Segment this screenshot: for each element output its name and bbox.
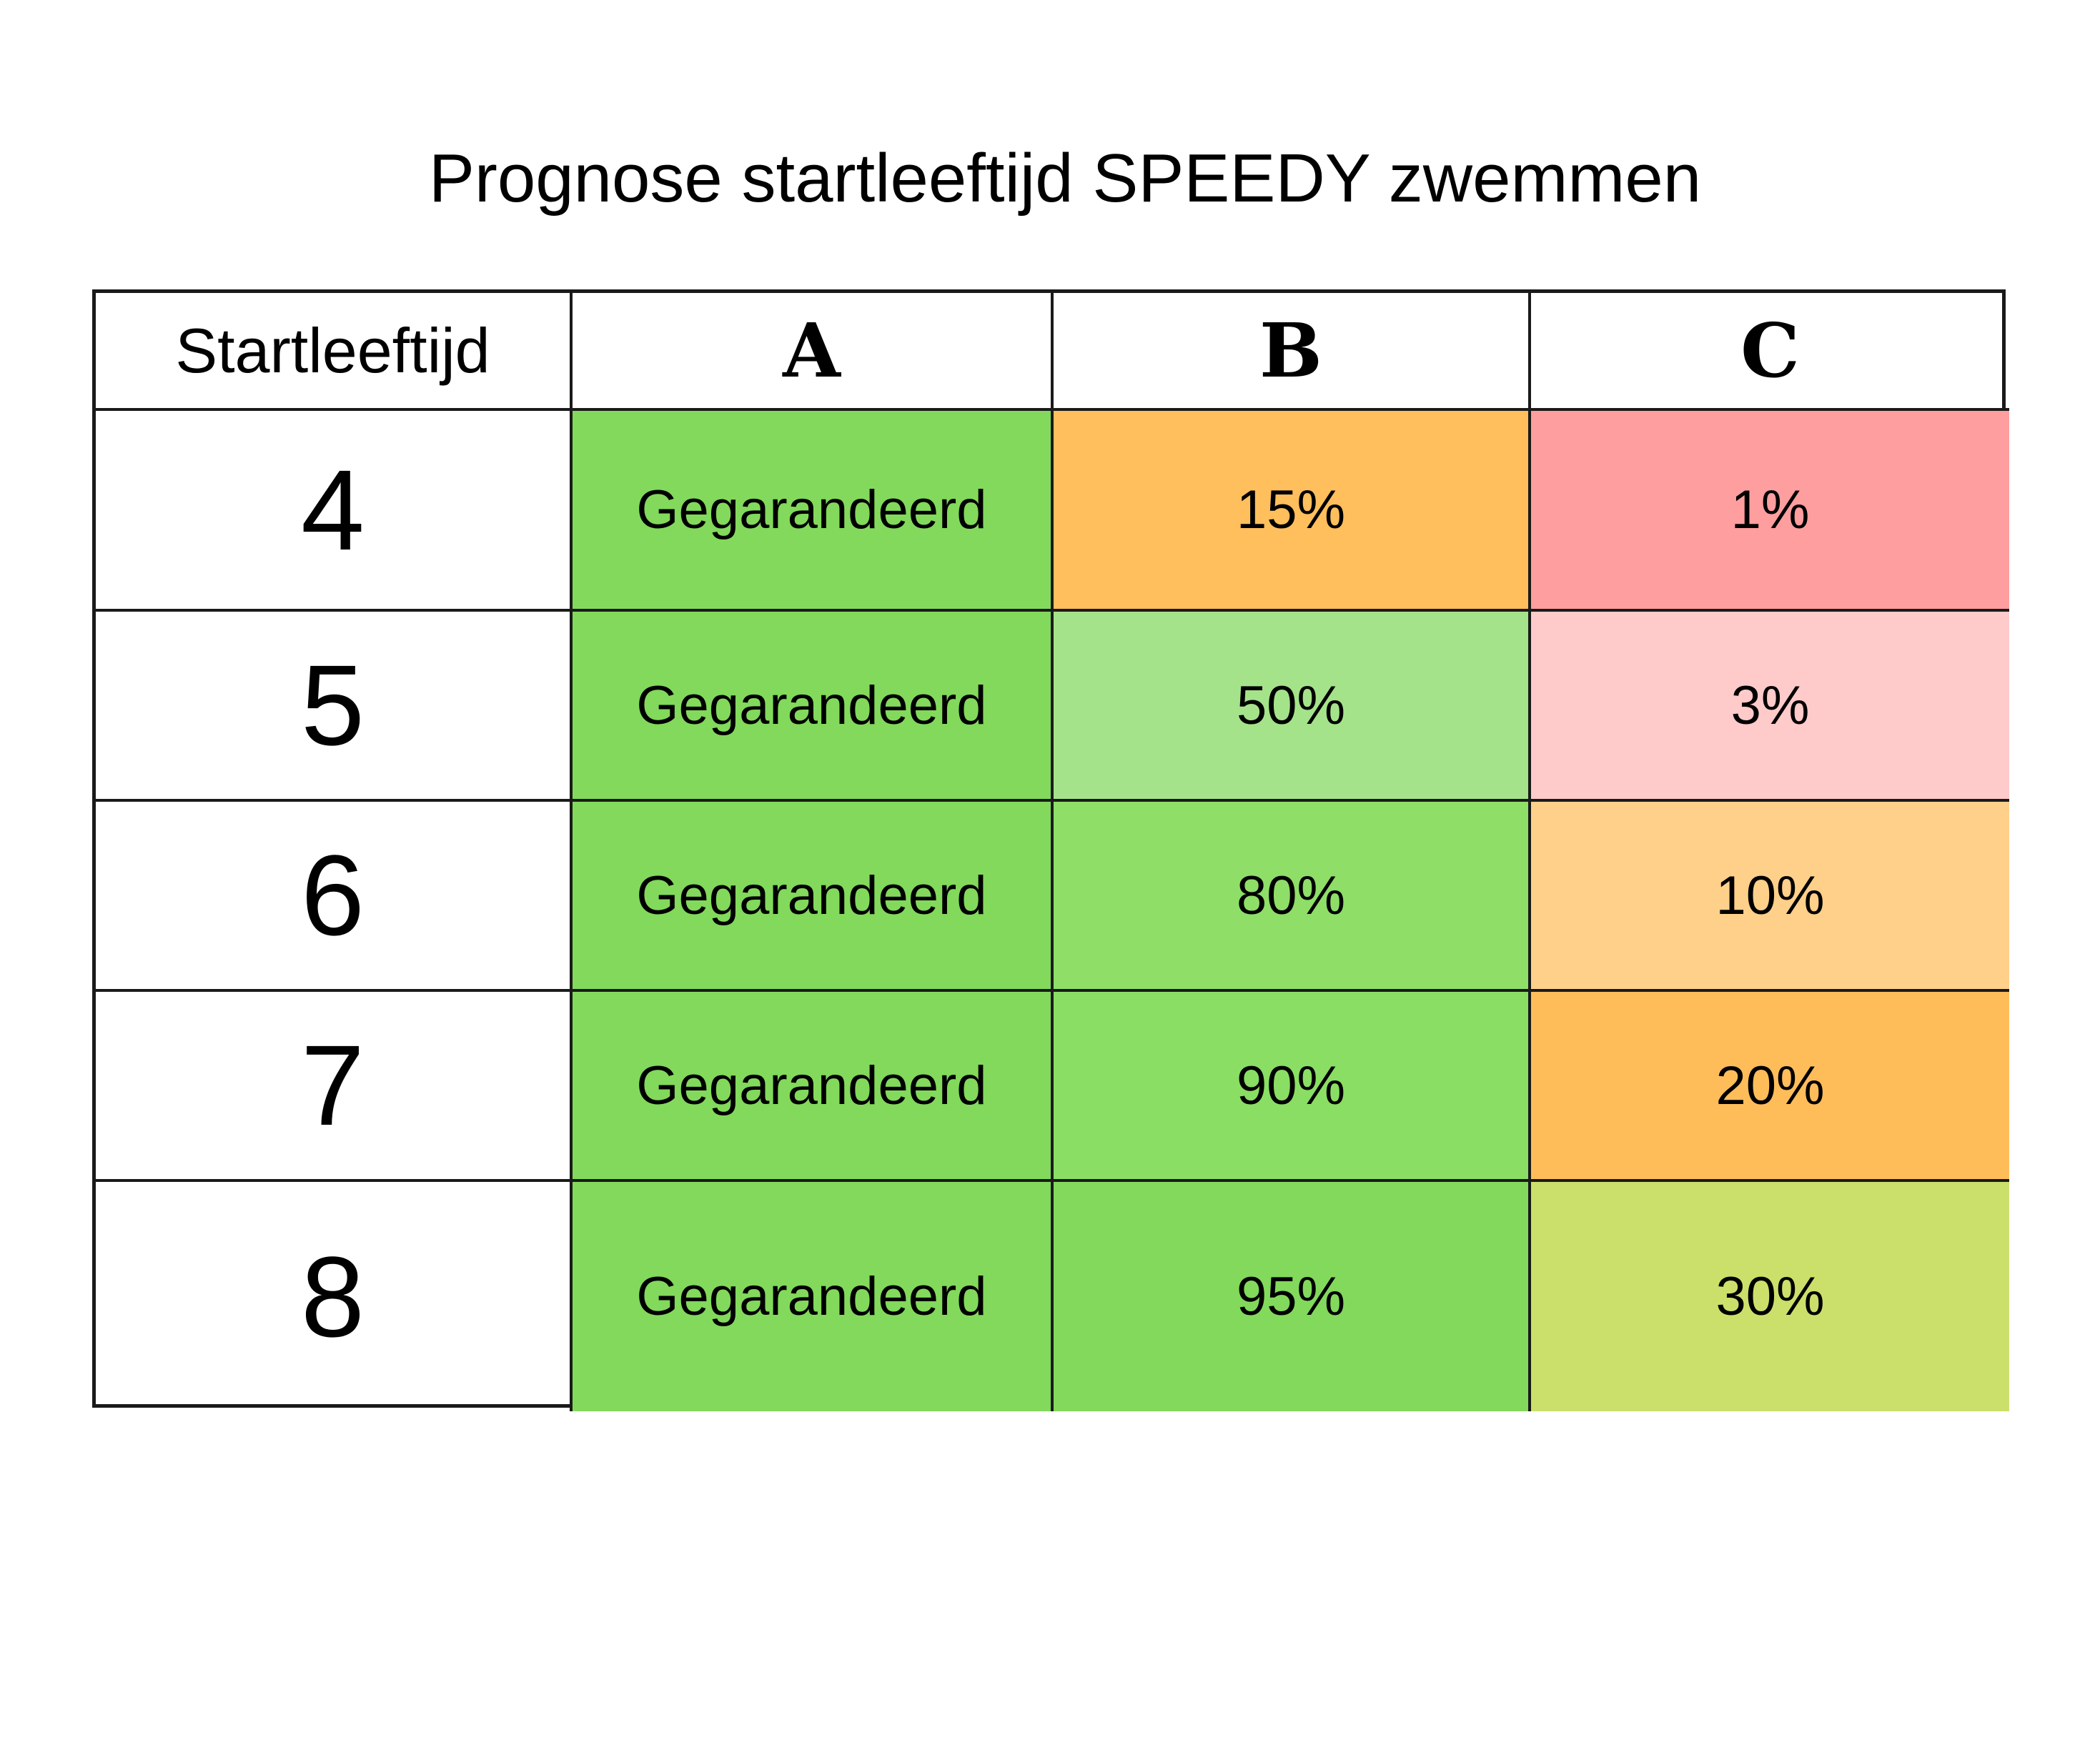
row-7-cell-c: 20%	[1531, 992, 2009, 1182]
page-title: Prognose startleeftijd SPEEDY zwemmen	[428, 140, 1702, 217]
row-4-cell-a: Gegarandeerd	[573, 411, 1054, 612]
row-6-value-c: 10%	[1715, 865, 1825, 926]
row-4-age-cell: 4	[96, 411, 573, 612]
row-4-value-c: 1%	[1730, 479, 1810, 540]
header-column-b: B	[1054, 293, 1531, 411]
row-4-age: 4	[301, 445, 365, 574]
header-column-b-label: B	[1259, 307, 1322, 394]
row-4-value-a: Gegarandeerd	[636, 479, 987, 540]
row-5-value-a: Gegarandeerd	[636, 675, 987, 736]
row-8-value-b: 95%	[1236, 1266, 1346, 1327]
row-5-age: 5	[301, 641, 365, 769]
header-column-c-label: C	[1740, 307, 1800, 394]
header-startleeftijd: Startleeftijd	[96, 293, 573, 411]
row-8-value-c: 30%	[1715, 1266, 1825, 1327]
row-7-value-c: 20%	[1715, 1055, 1825, 1116]
row-5-value-c: 3%	[1730, 675, 1810, 736]
row-6-value-a: Gegarandeerd	[636, 865, 987, 926]
row-7-value-b: 90%	[1236, 1055, 1346, 1116]
row-7-age-cell: 7	[96, 992, 573, 1182]
header-column-a: A	[573, 293, 1054, 411]
row-5-cell-a: Gegarandeerd	[573, 612, 1054, 802]
row-5-age-cell: 5	[96, 612, 573, 802]
header-column-a-label: A	[783, 307, 841, 394]
row-7-age: 7	[301, 1021, 365, 1149]
row-8-age: 8	[301, 1232, 365, 1361]
row-6-age: 6	[301, 831, 365, 959]
row-8-age-cell: 8	[96, 1182, 573, 1411]
row-5-cell-c: 3%	[1531, 612, 2009, 802]
row-4-cell-c: 1%	[1531, 411, 2009, 612]
row-4-value-b: 15%	[1236, 479, 1346, 540]
row-6-age-cell: 6	[96, 802, 573, 992]
row-8-cell-c: 30%	[1531, 1182, 2009, 1411]
header-startleeftijd-label: Startleeftijd	[175, 314, 490, 386]
row-8-cell-b: 95%	[1054, 1182, 1531, 1411]
forecast-table: Startleeftijd A B C 4 Gegarandeerd 15% 1…	[92, 289, 2009, 1411]
row-7-value-a: Gegarandeerd	[636, 1055, 987, 1116]
row-7-cell-b: 90%	[1054, 992, 1531, 1182]
row-6-value-b: 80%	[1236, 865, 1346, 926]
row-6-cell-b: 80%	[1054, 802, 1531, 992]
row-5-value-b: 50%	[1236, 675, 1346, 736]
row-6-cell-a: Gegarandeerd	[573, 802, 1054, 992]
row-4-cell-b: 15%	[1054, 411, 1531, 612]
row-6-cell-c: 10%	[1531, 802, 2009, 992]
header-column-c: C	[1531, 293, 2009, 411]
row-5-cell-b: 50%	[1054, 612, 1531, 802]
row-8-cell-a: Gegarandeerd	[573, 1182, 1054, 1411]
row-8-value-a: Gegarandeerd	[636, 1266, 987, 1327]
row-7-cell-a: Gegarandeerd	[573, 992, 1054, 1182]
